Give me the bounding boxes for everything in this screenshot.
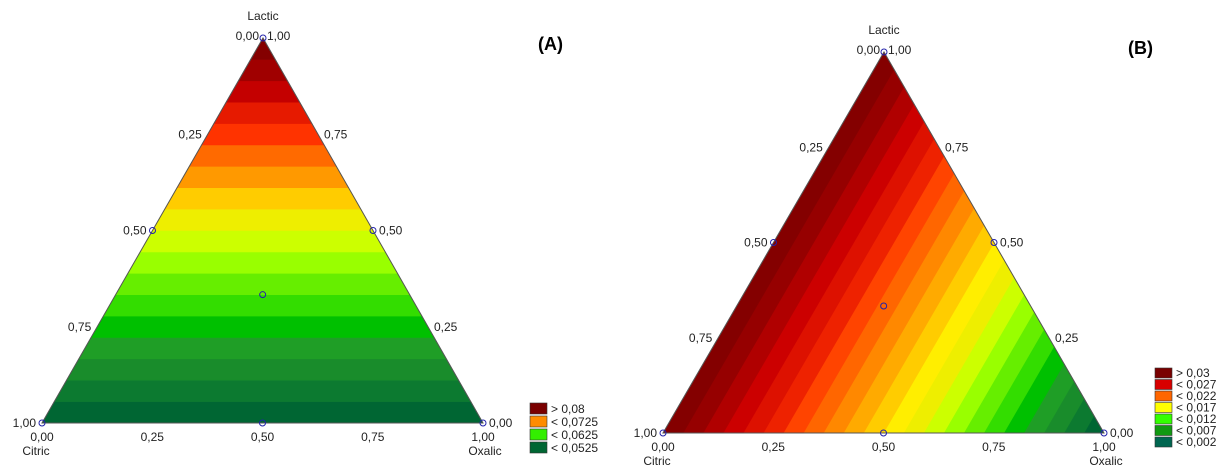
contour-band [201,123,325,146]
contour-band [188,144,337,167]
design-point-marker [659,429,667,437]
tick-label: 0,00 [857,43,881,57]
contour-band [78,337,447,360]
tick-label: 0,25 [762,440,786,454]
contour-band [127,251,398,274]
tick-label: 0,00 [489,416,513,430]
tick-label: 0,50 [251,430,275,444]
contour-band [237,59,288,82]
contour-band [225,80,301,103]
legend-label: < 0,017 [1176,401,1217,415]
vertex-label-oxalic: Oxalic [1089,454,1122,468]
legend-label: < 0,0725 [551,415,598,429]
tick-label: 1,00 [471,430,495,444]
legend-swatch [529,441,548,454]
tick-label: 0,75 [945,140,969,154]
tick-label: 0,00 [236,29,260,43]
tick-label: 0,25 [799,140,823,154]
design-point-marker [770,239,777,246]
tick-label: 0,50 [872,440,896,454]
tick-label: 0,50 [123,224,147,238]
legend-label: < 0,022 [1176,389,1217,403]
tick-label: 0,50 [379,224,403,238]
design-point-marker [880,48,888,56]
legend-label: < 0,0625 [551,428,598,442]
legend-label: < 0,007 [1176,424,1217,438]
panel-label-a: (A) [538,34,563,54]
design-point-marker [369,227,377,234]
tick-label: 1,00 [13,416,37,430]
legend-label: < 0,012 [1176,412,1217,426]
tick-label: 0,75 [982,440,1006,454]
design-point-marker [38,419,46,427]
vertex-label-lactic: Lactic [868,23,899,37]
legend-swatch [1154,390,1173,402]
contour-band [66,358,460,381]
legend-label: < 0,002 [1176,435,1217,449]
panel-label-b: (B) [1128,38,1153,58]
tick-label: 0,75 [68,320,92,334]
design-point-marker [149,227,156,234]
design-point-marker [259,419,266,427]
design-point-marker [880,429,887,437]
contour-band [139,230,386,253]
legend-label: > 0,08 [551,402,585,416]
contour-band [90,315,435,338]
vertex-label-citric: Citric [22,444,49,458]
tick-label: 1,00 [1092,440,1116,454]
tick-label: 1,00 [634,426,658,440]
tick-label: 0,00 [651,440,675,454]
contour-band [151,208,374,231]
contour-band [164,187,362,210]
legend-swatch [1154,402,1173,413]
triangle-outline [41,36,484,424]
legend-swatch [1154,436,1173,448]
design-point-marker [880,302,888,310]
design-point-marker [259,34,267,42]
tick-label: 0,00 [1110,426,1134,440]
legend-label: > 0,03 [1176,366,1210,380]
tick-label: 0,25 [434,320,458,334]
tick-label: 0,75 [689,331,713,345]
legend-label: < 0,0525 [551,441,598,455]
vertex-label-lactic: Lactic [247,9,278,23]
tick-label: 0,50 [744,236,768,250]
legend-swatch [529,402,548,415]
tick-label: 0,25 [141,430,165,444]
tick-label: 0,75 [324,127,348,141]
legend-swatch [529,415,548,428]
legend-swatch [529,428,548,441]
tick-label: 0,25 [178,127,202,141]
contour-band [213,101,313,124]
tick-label: 1,00 [267,29,291,43]
legend-label: < 0,027 [1176,378,1217,392]
legend-swatch [1154,367,1173,379]
vertex-label-citric: Citric [643,454,670,468]
design-point-marker [259,291,267,299]
tick-label: 0,75 [361,430,385,444]
vertex-label-oxalic: Oxalic [468,444,501,458]
tick-label: 1,00 [888,43,912,57]
legend-swatch [1154,379,1173,390]
legend-swatch [1154,425,1173,436]
contour-band [176,166,350,189]
legend-swatch [1154,413,1173,425]
tick-label: 0,25 [1055,331,1079,345]
design-point-marker [990,239,998,246]
design-point-marker [479,419,487,427]
contour-band [53,379,472,402]
tick-label: 0,00 [30,430,54,444]
tick-label: 0,50 [1000,236,1024,250]
triangle-outline [662,51,1105,434]
design-point-marker [1100,429,1108,437]
